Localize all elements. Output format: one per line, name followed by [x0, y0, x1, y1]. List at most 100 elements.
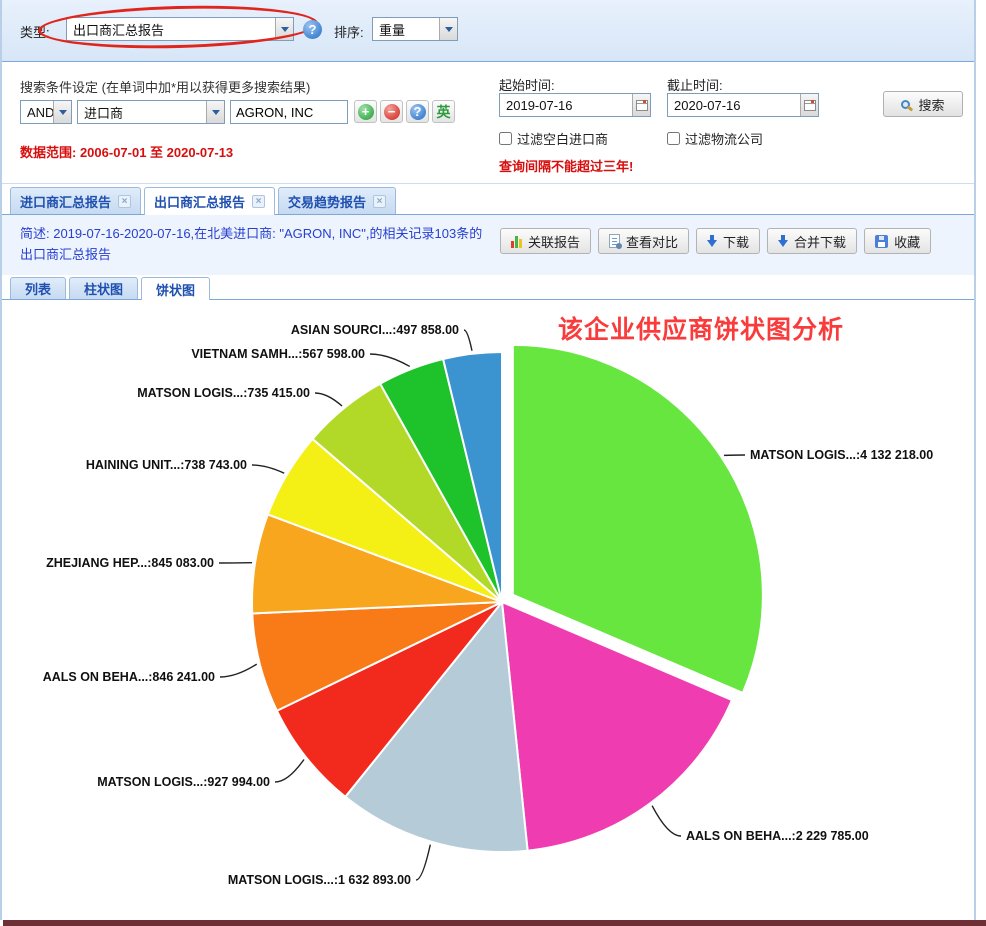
search-button-label: 搜索: [918, 97, 945, 113]
merge-download-button[interactable]: 合并下载: [767, 228, 858, 254]
operator-select[interactable]: AND: [20, 100, 72, 124]
label-leader-line: [219, 663, 258, 678]
view-compare-button[interactable]: 查看对比: [598, 228, 690, 254]
sort-select[interactable]: 重量: [372, 17, 458, 41]
tab-exporter-summary-report[interactable]: 出口商汇总报告 ×: [144, 187, 276, 215]
pie-slice[interactable]: [501, 601, 733, 852]
pie-slice-label: MATSON LOGIS...:735 415.00: [137, 386, 310, 400]
related-report-button[interactable]: 关联报告: [500, 228, 592, 254]
chart-title: 该企业供应商饼状图分析: [558, 316, 845, 344]
search-field-select[interactable]: 进口商: [77, 100, 225, 124]
search-icon: [901, 99, 911, 109]
supplier-pie-chart: MATSON LOGIS...:4 132 218.00 AALS ON BEHA…: [43, 323, 934, 887]
filter-logistics-label: 过滤物流公司: [685, 132, 764, 147]
sort-label: 排序:: [334, 25, 364, 40]
date-range-warning: 查询间隔不能超过三年!: [499, 159, 634, 174]
pie-slice-label: MATSON LOGIS...:1 632 893.00: [228, 873, 411, 887]
button-label: 收藏: [894, 234, 921, 250]
filter-logistics-row: 过滤物流公司: [667, 129, 763, 148]
start-date-value: 2019-07-16: [506, 97, 573, 113]
annotation-ellipse: [37, 2, 319, 52]
button-label: 下载: [723, 234, 750, 250]
help-icon[interactable]: ?: [303, 20, 322, 39]
summary-bar: 简述: 2019-07-16-2020-07-16,在北美进口商: "AGRON…: [2, 215, 974, 275]
tab-list-view[interactable]: 列表: [10, 277, 67, 299]
tab-label: 柱状图: [84, 282, 124, 297]
bar-chart-icon: [511, 235, 522, 248]
sort-value: 重量: [379, 22, 406, 38]
data-range-text: 数据范围: 2006-07-01 至 2020-07-13: [20, 145, 234, 160]
calendar-icon[interactable]: [632, 94, 650, 116]
pie-slice-label: ASIAN SOURCI...:497 858.00: [291, 323, 459, 337]
page-left-border: [0, 0, 2, 920]
end-date-input[interactable]: 2020-07-16: [667, 93, 819, 117]
chevron-down-icon[interactable]: [439, 18, 457, 40]
document-icon: [609, 234, 623, 249]
tab-trade-trend-report[interactable]: 交易趋势报告 ×: [278, 187, 397, 214]
pie-slice-label: AALS ON BEHA...:846 241.00: [43, 670, 215, 684]
chevron-down-icon[interactable]: [206, 101, 224, 123]
pie-slice[interactable]: [344, 601, 529, 853]
start-date-label: 起始时间:: [499, 78, 555, 93]
report-type-bar: 类型: 出口商汇总报告 ? 排序: 重量: [2, 0, 974, 62]
download-arrow-icon: [707, 235, 718, 247]
add-condition-button[interactable]: +: [354, 100, 377, 123]
action-button-group: 关联报告 查看对比 下载 合并下载 收藏: [500, 228, 932, 254]
search-panel-title: 搜索条件设定 (在单词中加*用以获得更多搜索结果): [20, 80, 311, 95]
start-date-input[interactable]: 2019-07-16: [499, 93, 651, 117]
report-tab-bar: 进口商汇总报告 × 出口商汇总报告 × 交易趋势报告 ×: [2, 184, 974, 215]
report-type-value: 出口商汇总报告: [73, 22, 165, 38]
filter-blank-importer-checkbox[interactable]: [499, 132, 512, 145]
end-date-label: 截止时间:: [667, 78, 723, 93]
plus-icon: +: [357, 103, 374, 120]
report-type-select[interactable]: 出口商汇总报告: [66, 17, 294, 41]
search-panel: 搜索条件设定 (在单词中加*用以获得更多搜索结果) AND 进口商 + − ? …: [2, 63, 974, 184]
filter-blank-importer-row: 过滤空白进口商: [499, 129, 608, 148]
search-field-value: 进口商: [84, 105, 124, 121]
label-leader-line: [463, 329, 473, 351]
button-label: 合并下载: [794, 234, 847, 250]
button-label: 查看对比: [626, 234, 679, 250]
pie-slice[interactable]: [442, 351, 503, 603]
close-tab-icon[interactable]: ×: [373, 194, 387, 208]
calendar-icon[interactable]: [800, 94, 818, 116]
type-label: 类型:: [20, 25, 50, 40]
search-button[interactable]: 搜索: [883, 91, 963, 117]
search-help-button[interactable]: ?: [406, 100, 429, 123]
operator-value: AND: [27, 104, 53, 120]
label-leader-line: [651, 805, 682, 837]
pie-slice[interactable]: [275, 601, 503, 798]
bottom-status-bar: [3, 920, 986, 926]
label-leader-line: [274, 759, 305, 783]
close-tab-icon[interactable]: ×: [118, 194, 132, 208]
pie-slice-label: MATSON LOGIS...:927 994.00: [97, 775, 270, 789]
favorite-button[interactable]: 收藏: [864, 228, 932, 254]
filter-blank-importer-label: 过滤空白进口商: [517, 132, 609, 147]
remove-condition-button[interactable]: −: [380, 100, 403, 123]
close-tab-icon[interactable]: ×: [252, 195, 266, 208]
report-summary-text: 简述: 2019-07-16-2020-07-16,在北美进口商: "AGRON…: [20, 226, 483, 262]
button-label: 关联报告: [528, 234, 581, 250]
end-date-value: 2020-07-16: [674, 97, 741, 113]
tab-bar-chart-view[interactable]: 柱状图: [69, 277, 139, 299]
tab-importer-summary-report[interactable]: 进口商汇总报告 ×: [10, 187, 142, 214]
label-leader-line: [369, 353, 411, 368]
english-toggle-button[interactable]: 英: [432, 100, 455, 123]
download-button[interactable]: 下载: [696, 228, 761, 254]
pie-slice-label: MATSON LOGIS...:4 132 218.00: [750, 448, 933, 462]
minus-icon: −: [383, 103, 400, 120]
pie-slice[interactable]: [511, 343, 764, 694]
label-leader-line: [415, 844, 431, 881]
chevron-down-icon[interactable]: [53, 101, 71, 123]
tab-label: 饼状图: [156, 282, 196, 298]
filter-logistics-checkbox[interactable]: [667, 132, 680, 145]
pie-slice-label: HAINING UNIT...:738 743.00: [86, 458, 247, 472]
label-leader-line: [251, 464, 285, 474]
help-icon: ?: [409, 103, 426, 120]
tab-pie-chart-view[interactable]: 饼状图: [141, 277, 211, 300]
chevron-down-icon[interactable]: [275, 18, 293, 40]
pie-slice-label: AALS ON BEHA...:2 229 785.00: [686, 829, 869, 843]
keyword-input[interactable]: [230, 100, 348, 124]
tab-label: 出口商汇总报告: [154, 195, 246, 210]
